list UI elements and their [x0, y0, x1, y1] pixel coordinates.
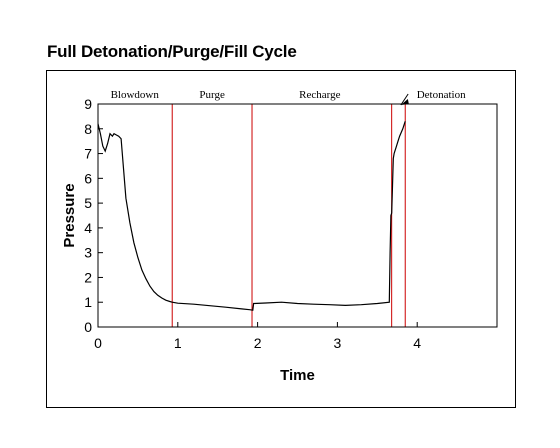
chart-title: Full Detonation/Purge/Fill Cycle: [47, 42, 297, 61]
y-tick-label-4: 4: [84, 220, 92, 236]
x-axis-label: Time: [280, 367, 315, 384]
y-tick-label-2: 2: [84, 269, 92, 285]
y-axis-label: Pressure: [61, 183, 78, 247]
phase-label-purge: Purge: [199, 89, 225, 101]
x-tick-label-3: 3: [334, 335, 342, 351]
y-tick-label-6: 6: [84, 170, 92, 186]
pressure-series-line: [97, 121, 406, 311]
y-tick-label-0: 0: [84, 319, 92, 335]
y-tick-label-7: 7: [84, 146, 92, 162]
phase-label-detonation: Detonation: [417, 89, 466, 101]
x-tick-label-1: 1: [174, 335, 182, 351]
y-tick-label-5: 5: [84, 195, 92, 211]
x-tick-label-4: 4: [413, 335, 421, 351]
phase-label-layer: Blowdown Purge Recharge Detonation: [111, 89, 466, 106]
phase-label-recharge: Recharge: [299, 89, 340, 101]
chart-frame: [46, 70, 516, 408]
phase-label-blowdown: Blowdown: [111, 89, 160, 101]
y-tick-label-1: 1: [84, 294, 92, 310]
x-tick-label-2: 2: [254, 335, 262, 351]
y-axis-ticks: 0 1 2 3 4 5 6 7 8 9: [84, 96, 103, 335]
plot-area: [97, 103, 498, 328]
x-axis-ticks: 0 1 2 3 4: [94, 322, 421, 351]
detonation-arrow-line: [400, 93, 409, 106]
phase-marker-layer: [171, 104, 406, 327]
y-tick-label-8: 8: [84, 121, 92, 137]
y-tick-label-3: 3: [84, 245, 92, 261]
y-tick-label-9: 9: [84, 96, 92, 112]
x-tick-label-0: 0: [94, 335, 102, 351]
